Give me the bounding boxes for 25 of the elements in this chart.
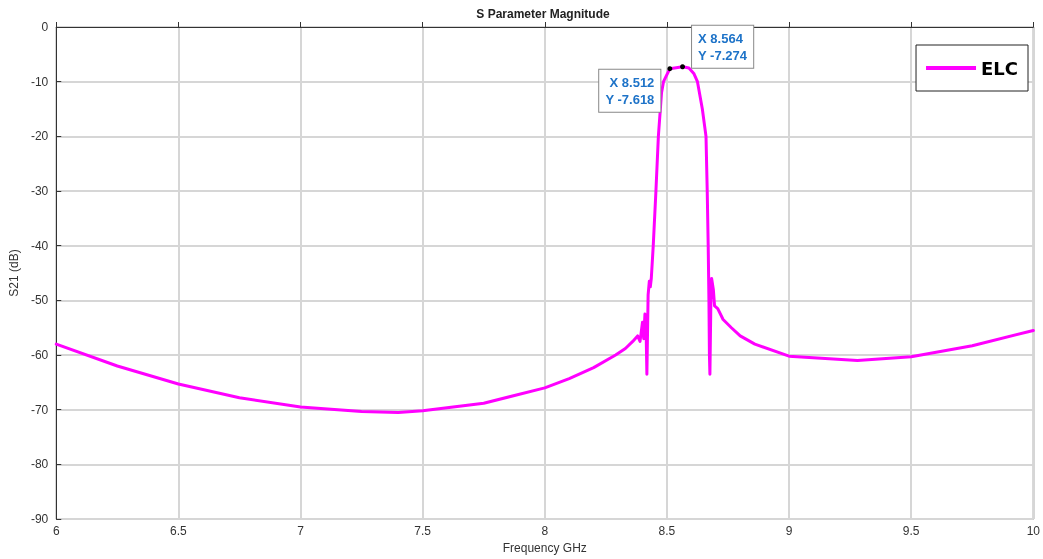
y-tick-label: -10 <box>30 74 49 89</box>
legend-label: ELC <box>981 57 1019 79</box>
x-tick-label: 10 <box>1026 524 1041 539</box>
annotation: X 8.564 Y -7.274 <box>698 30 748 63</box>
x-tick-label: 6 <box>52 524 60 539</box>
y-tick-label: -50 <box>30 293 49 308</box>
x-axis-title: Frequency GHz <box>502 541 587 555</box>
x-tick-label: 8.5 <box>658 524 676 539</box>
y-tick-label: -40 <box>30 238 49 253</box>
annotation: X 8.512 Y -7.618 <box>605 74 655 107</box>
x-tick-label: 9 <box>785 524 793 539</box>
y-tick-label: -80 <box>30 457 49 472</box>
y-tick-label: 0 <box>41 20 49 34</box>
x-tick-label: 7 <box>297 524 305 539</box>
x-tick-label: 6.5 <box>170 524 188 539</box>
x-tick-label: 7.5 <box>414 524 432 539</box>
x-tick-label: 9.5 <box>902 524 920 539</box>
x-tick-label: 8 <box>541 524 549 539</box>
y-axis-title: S21 (dB) <box>7 249 21 297</box>
y-tick-label: -20 <box>30 129 49 144</box>
y-tick-label: -60 <box>30 348 49 363</box>
y-tick-label: -90 <box>30 512 49 527</box>
y-tick-label: -30 <box>30 184 49 199</box>
chart-title: S Parameter Magnitude <box>476 7 611 21</box>
y-tick-label: -70 <box>30 402 49 417</box>
